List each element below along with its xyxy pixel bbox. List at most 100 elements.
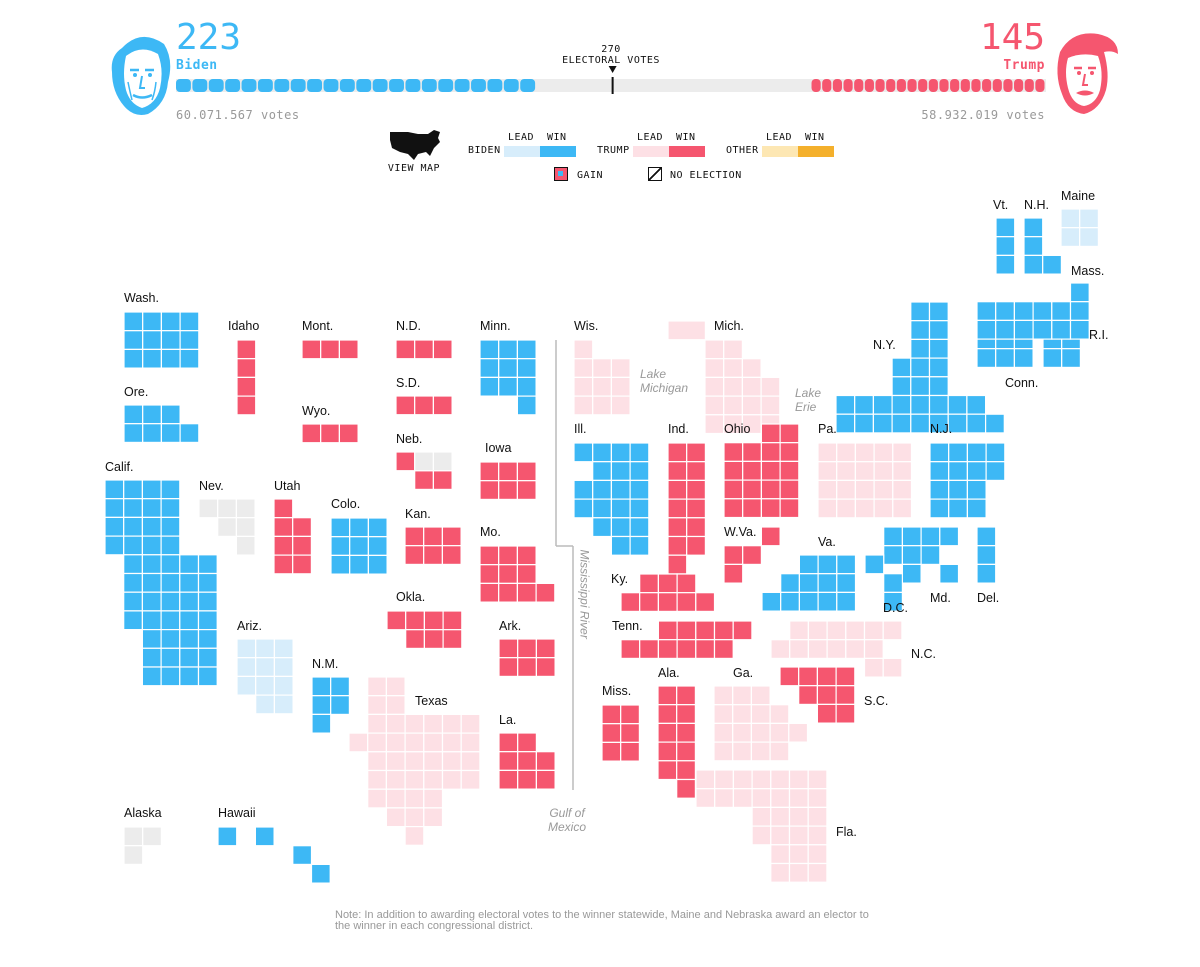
state-tile (141, 535, 162, 556)
state-label: Ill. (574, 422, 587, 436)
state-tile (479, 564, 500, 585)
state-tile (910, 394, 931, 415)
trump-progress-segment (1003, 79, 1013, 92)
trump-progress-segment (939, 79, 949, 92)
state-tile (854, 394, 875, 415)
state-tile (441, 769, 462, 790)
state-tile (367, 788, 388, 809)
state-tile (141, 591, 162, 612)
state-tile (928, 320, 949, 341)
state-tile (817, 573, 838, 594)
state-tile (404, 545, 425, 566)
state-tile (863, 639, 884, 660)
state-tile (573, 358, 594, 379)
state-tile (311, 676, 332, 697)
state-tile (535, 638, 556, 659)
state-tile (910, 376, 931, 397)
state-label: Mont. (302, 319, 334, 333)
biden-progress-segment (356, 79, 372, 92)
state-tile (713, 620, 734, 641)
view-map-button[interactable]: VIEW MAP (384, 128, 444, 176)
state-tile (197, 666, 218, 687)
state-tile (723, 395, 744, 416)
state-tile (723, 460, 744, 481)
state-tile (807, 862, 828, 883)
state-label: Miss. (602, 684, 632, 698)
state-tile (676, 722, 697, 743)
state-tile (535, 769, 556, 790)
state-tile (423, 713, 444, 734)
state-label: N.C. (911, 647, 936, 661)
state-tile (836, 591, 857, 612)
biden-popular-votes: 60.071.567 votes (176, 108, 300, 122)
state-tile (780, 573, 801, 594)
trump-progress-segment (854, 79, 864, 92)
state-tile (817, 498, 838, 519)
state-tile (779, 498, 800, 519)
state-tile (779, 479, 800, 500)
state-tile (610, 517, 631, 538)
state-tile (395, 339, 416, 360)
legend-trump-lead-swatch (633, 146, 669, 157)
state-tile (807, 806, 828, 827)
state-tile (854, 413, 875, 434)
state-tile (610, 358, 631, 379)
legend-other-label: OTHER (726, 145, 759, 156)
state-tile (498, 461, 519, 482)
state-tile (816, 666, 837, 687)
state-tile (948, 479, 969, 500)
state-tile (732, 722, 753, 743)
legend-biden-win-swatch (540, 146, 576, 157)
state-tile (1023, 236, 1044, 256)
state-tile (713, 704, 734, 725)
trump-progress-segment (950, 79, 960, 92)
biden-progress-segment (421, 79, 437, 92)
state-tile (1013, 301, 1034, 322)
trump-progress-segment (896, 79, 906, 92)
state-tile (498, 564, 519, 585)
state-label: N.M. (312, 657, 339, 671)
state-tile (629, 517, 650, 538)
state-tile (732, 788, 753, 809)
state-tile (723, 479, 744, 500)
state-tile (330, 695, 351, 716)
state-tile (601, 741, 622, 762)
state-tile (892, 442, 913, 463)
state-tile (498, 638, 519, 659)
state-tile (123, 572, 143, 593)
state-tile (695, 620, 716, 641)
biden-electoral-count: 223 (176, 17, 242, 58)
trump-progress-segment (971, 79, 981, 92)
state-tile (732, 685, 753, 706)
state-tile (273, 498, 294, 519)
state-tile (498, 376, 519, 397)
state-tile (788, 806, 809, 827)
state-tile (760, 395, 781, 416)
biden-progress-segment (372, 79, 388, 92)
state-tile (273, 638, 294, 659)
state-tile (592, 479, 613, 500)
biden-progress-segment (257, 79, 273, 92)
state-tile (770, 806, 791, 827)
state-tile (236, 657, 257, 678)
state-tile (910, 357, 931, 378)
trump-progress-segment (982, 79, 992, 92)
state-tile (217, 826, 238, 847)
state-tile (592, 461, 613, 482)
state-tile (723, 339, 744, 360)
state-tile (928, 301, 949, 322)
state-tile (601, 723, 622, 744)
state-tile (713, 685, 734, 706)
trump-progress-segment (832, 79, 842, 92)
state-tile (723, 563, 744, 584)
state-tile (789, 639, 810, 660)
state-tile (592, 376, 613, 397)
state-tile (160, 572, 181, 593)
state-tile (197, 591, 218, 612)
state-tile (788, 844, 809, 865)
state-tile (235, 535, 256, 556)
state-tile (817, 442, 838, 463)
state-tile (995, 348, 1016, 369)
state-tile (160, 610, 181, 631)
biden-progress-segment (438, 79, 454, 92)
